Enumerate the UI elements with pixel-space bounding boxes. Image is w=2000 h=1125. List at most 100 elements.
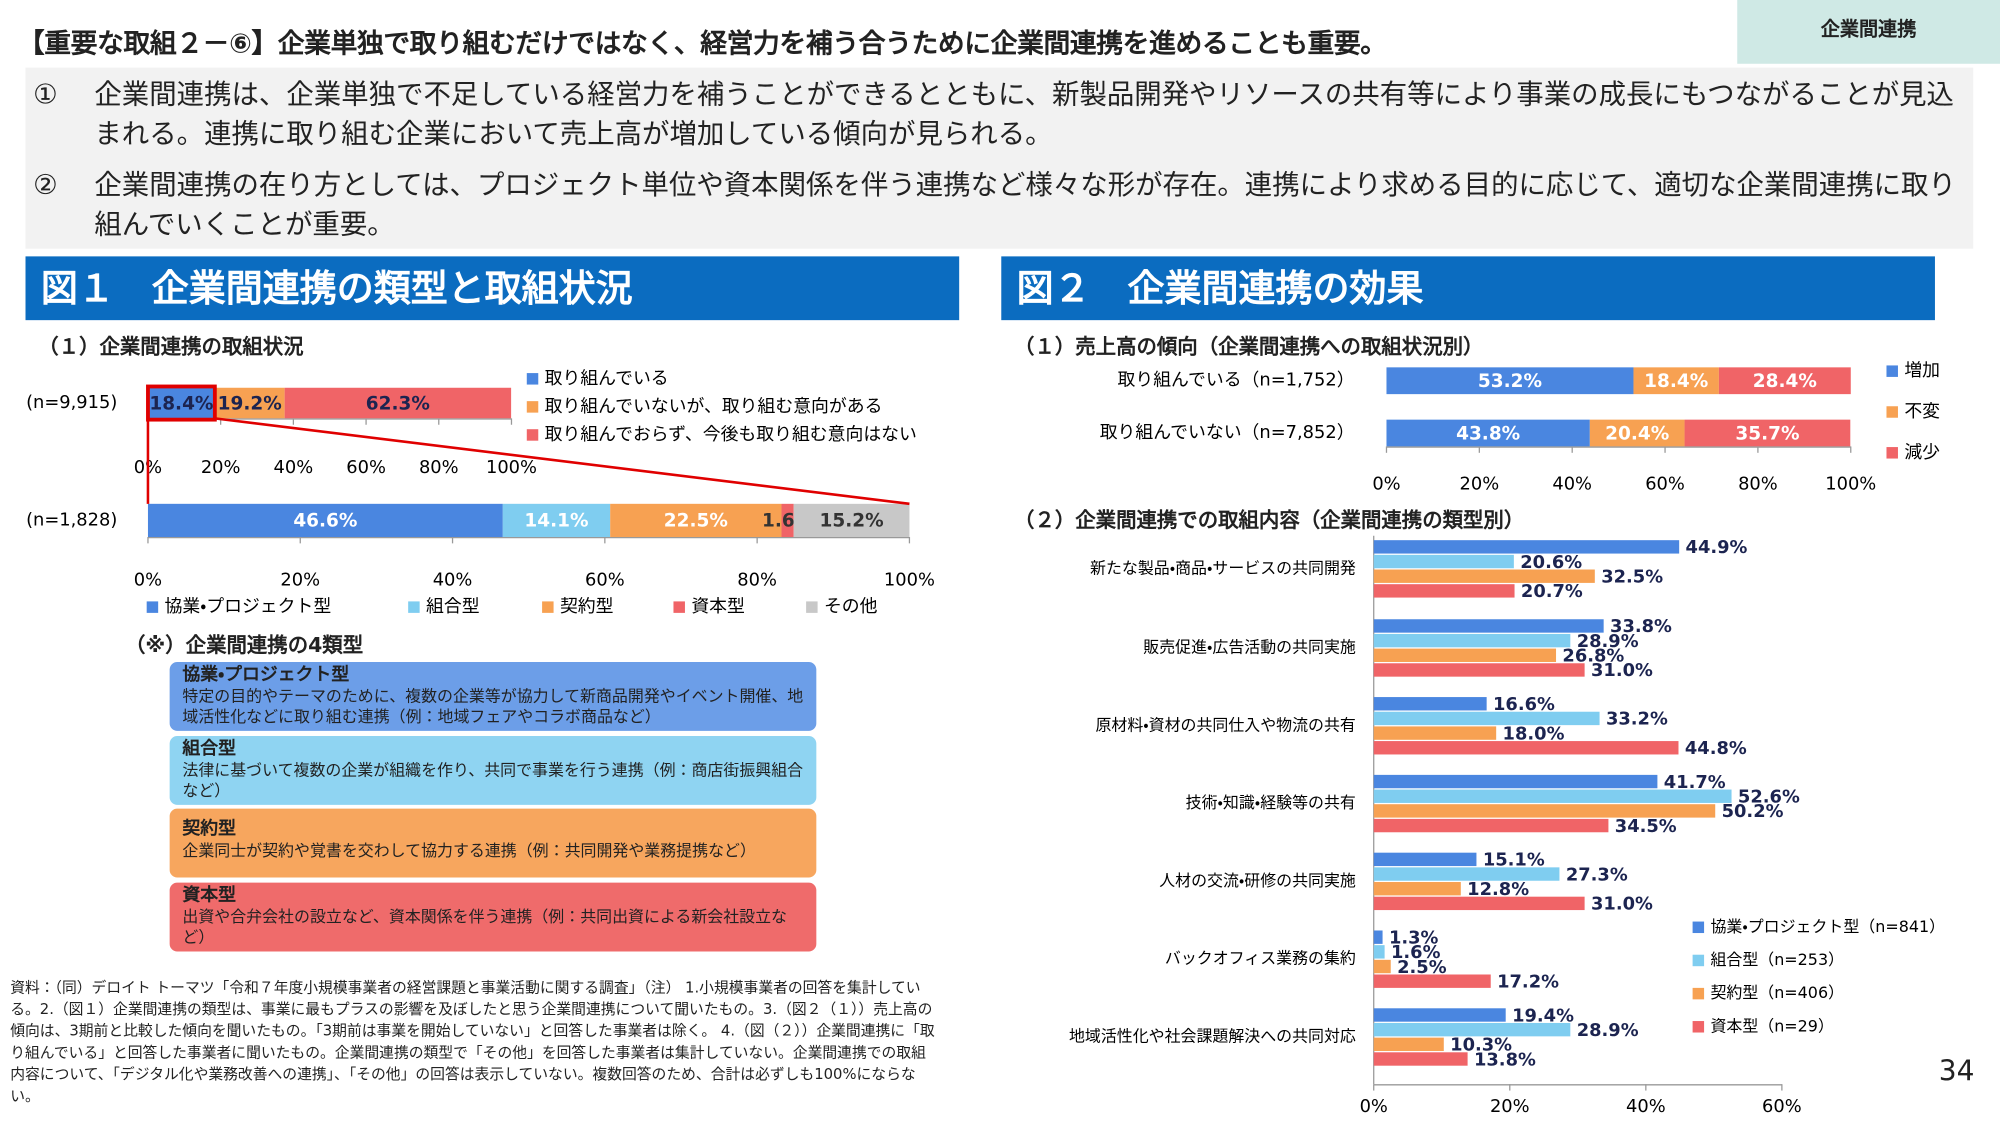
bar bbox=[1373, 648, 1557, 662]
bar bbox=[1373, 818, 1609, 833]
legend-label: 契約型 bbox=[560, 596, 614, 617]
category-label: (n=1,828) bbox=[26, 509, 117, 530]
bar-segment bbox=[1386, 419, 1590, 447]
type-box: 資本型 出資や合弁会社の設立など、資本関係を伴う連携（例：共同出資による新会社設立… bbox=[169, 882, 817, 952]
bar-segment bbox=[1718, 367, 1851, 395]
category-label: 技術・知識・経験等の共有 bbox=[1186, 793, 1356, 812]
bar bbox=[1373, 930, 1383, 944]
legend-label: 取り組んでいる bbox=[545, 368, 669, 389]
value-label: 20.7% bbox=[1521, 581, 1583, 602]
category-label: 新たな製品・商品・サービスの共同開発 bbox=[1090, 558, 1356, 577]
x-tick-label: 40% bbox=[1552, 474, 1592, 495]
x-tick-label: 40% bbox=[274, 457, 314, 478]
bar-segment bbox=[1386, 367, 1634, 395]
bar bbox=[1373, 774, 1658, 789]
legend-label: 不変 bbox=[1904, 401, 1940, 422]
legend-swatch bbox=[526, 429, 539, 441]
category-label: 取り組んでいる（n=1,752） bbox=[1118, 370, 1355, 391]
bar-segment bbox=[1589, 419, 1685, 447]
legend-swatch bbox=[542, 601, 554, 613]
legend-label: その他 bbox=[824, 596, 878, 617]
category-label: 地域活性化や社会課題解決への共同対応 bbox=[1069, 1026, 1356, 1045]
value-label: 28.4% bbox=[1753, 371, 1817, 392]
bar bbox=[1373, 789, 1732, 803]
legend-swatch bbox=[1886, 447, 1898, 459]
legend-swatch bbox=[806, 601, 818, 613]
chart-subtitle: （１）売上高の傾向（企業間連携への取組状況別） bbox=[1014, 334, 1484, 359]
x-tick-label: 100% bbox=[486, 457, 537, 478]
value-label: 1.6% bbox=[1391, 942, 1441, 963]
legend-label: 組合型（n=253） bbox=[1710, 950, 1844, 969]
x-tick-label: 100% bbox=[1825, 474, 1876, 495]
value-label: 28.9% bbox=[1577, 631, 1639, 652]
value-label: 15.1% bbox=[1483, 850, 1545, 871]
value-label: 10.3% bbox=[1450, 1035, 1512, 1056]
bar bbox=[1373, 852, 1477, 867]
value-label: 22.5% bbox=[664, 511, 728, 532]
bar bbox=[1373, 1037, 1444, 1052]
bar bbox=[1373, 974, 1491, 988]
type-name: 協業・プロジェクト型 bbox=[182, 664, 350, 685]
bar bbox=[1373, 619, 1604, 633]
x-tick-label: 0% bbox=[1372, 474, 1400, 495]
bar bbox=[1373, 584, 1515, 598]
bullet: ① 企業間連携は、企業単独で不足している経営力を補うことができるとともに、新製品開… bbox=[33, 75, 1972, 154]
value-label: 33.2% bbox=[1606, 709, 1668, 730]
chart-subtitle: （１）企業間連携の取組状況 bbox=[38, 334, 304, 359]
value-label: 41.7% bbox=[1664, 772, 1726, 793]
value-label: 14.1% bbox=[524, 511, 588, 532]
bar-segment bbox=[781, 503, 794, 537]
x-tick-label: 80% bbox=[737, 569, 777, 590]
value-label: 46.6% bbox=[293, 511, 357, 532]
x-tick-label: 20% bbox=[1460, 474, 1500, 495]
value-label: 18.0% bbox=[1503, 723, 1565, 744]
bar bbox=[1373, 945, 1385, 959]
x-tick-label: 40% bbox=[433, 569, 473, 590]
bar bbox=[1373, 540, 1680, 554]
bar-segment bbox=[1684, 419, 1851, 447]
value-label: 13.8% bbox=[1474, 1049, 1536, 1070]
bar bbox=[1373, 569, 1595, 583]
legend-swatch bbox=[1692, 987, 1705, 1000]
bullet-marker: ① bbox=[33, 79, 58, 111]
bar-segment bbox=[147, 387, 215, 419]
value-label: 19.2% bbox=[218, 393, 282, 414]
type-box: 契約型 企業同士が契約や覚書を交わして協力する連携（例：共同開発や業務提携など） bbox=[169, 808, 817, 878]
type-box: 協業・プロジェクト型 特定の目的やテーマのために、複数の企業等が協力して新商品開発… bbox=[169, 661, 817, 731]
chart-subtitle: （２）企業間連携での取組内容（企業間連携の類型別） bbox=[1014, 507, 1525, 532]
value-label: 33.8% bbox=[1610, 616, 1672, 637]
bar-segment bbox=[147, 503, 503, 537]
value-label: 50.2% bbox=[1722, 801, 1784, 822]
type-text: 特定の目的やテーマのために、複数の企業等が協力して新商品開発やイベント開催、地域… bbox=[182, 686, 804, 726]
bar bbox=[1373, 1022, 1571, 1037]
legend-swatch bbox=[408, 601, 420, 613]
connector-line bbox=[214, 417, 910, 506]
bar bbox=[1373, 1008, 1506, 1022]
x-tick-label: 60% bbox=[1762, 1096, 1802, 1117]
value-label: 44.9% bbox=[1686, 537, 1748, 558]
legend-swatch bbox=[1886, 406, 1898, 418]
legend-swatch bbox=[526, 373, 539, 385]
value-label: 2.5% bbox=[1397, 957, 1447, 978]
bar-segment bbox=[284, 387, 512, 419]
value-label: 12.8% bbox=[1467, 879, 1529, 900]
bar bbox=[1373, 804, 1716, 818]
category-label: 販売促進・広告活動の共同実施 bbox=[1143, 637, 1356, 656]
bar-segment bbox=[793, 503, 910, 537]
type-name: 契約型 bbox=[182, 818, 236, 840]
legend-swatch bbox=[1692, 921, 1705, 934]
legend-label: 減少 bbox=[1904, 442, 1940, 463]
legend-label: 協業・プロジェクト型 bbox=[165, 596, 332, 617]
value-label: 1.3% bbox=[1389, 927, 1439, 948]
value-label: 18.4% bbox=[1644, 371, 1708, 392]
value-label: 53.2% bbox=[1478, 371, 1542, 392]
value-label: 17.2% bbox=[1497, 971, 1559, 992]
legend-label: 資本型 bbox=[691, 596, 745, 617]
summary-box: ① 企業間連携は、企業単独で不足している経営力を補うことができるとともに、新製品開… bbox=[25, 67, 1974, 249]
legend-swatch bbox=[1886, 365, 1898, 377]
legend-label: 資本型（n=29） bbox=[1710, 1016, 1833, 1035]
bar bbox=[1373, 741, 1679, 755]
slide-title: 【重要な取組２－⑥】企業単独で取り組むだけではなく、経営力を補う合うために企業間… bbox=[17, 28, 1387, 59]
legend-swatch bbox=[1692, 954, 1705, 967]
